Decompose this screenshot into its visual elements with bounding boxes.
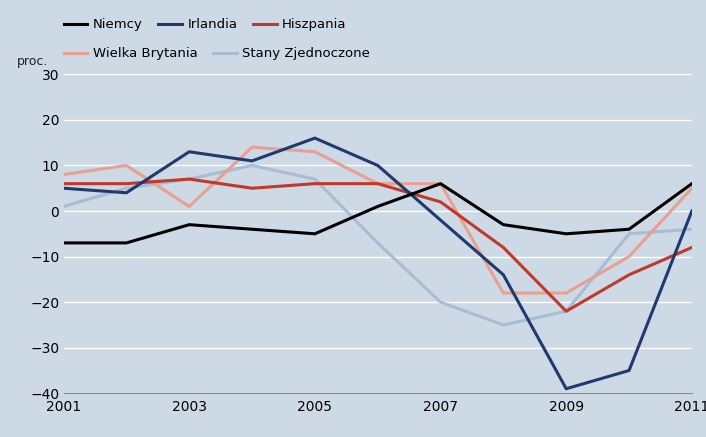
Text: proc.: proc. (16, 55, 48, 68)
Legend: Wielka Brytania, Stany Zjednoczone: Wielka Brytania, Stany Zjednoczone (64, 47, 370, 60)
